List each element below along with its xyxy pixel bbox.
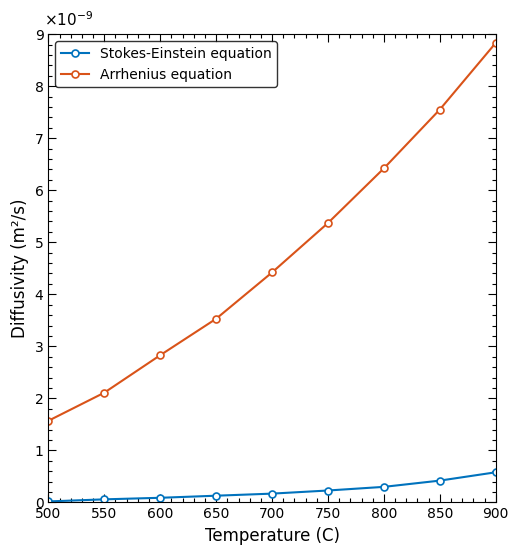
Stokes-Einstein equation bbox=[45, 498, 51, 505]
Arrhenius equation bbox=[437, 106, 443, 113]
Arrhenius equation bbox=[381, 165, 387, 172]
Arrhenius equation bbox=[213, 315, 219, 322]
Stokes-Einstein equation bbox=[101, 496, 108, 503]
Legend: Stokes-Einstein equation, Arrhenius equation: Stokes-Einstein equation, Arrhenius equa… bbox=[55, 41, 277, 87]
Text: $\times10^{-9}$: $\times10^{-9}$ bbox=[44, 11, 93, 29]
Arrhenius equation bbox=[101, 389, 108, 396]
Stokes-Einstein equation bbox=[325, 487, 331, 494]
Line: Arrhenius equation: Arrhenius equation bbox=[45, 39, 499, 424]
Arrhenius equation bbox=[325, 220, 331, 226]
Arrhenius equation bbox=[157, 352, 163, 359]
Line: Stokes-Einstein equation: Stokes-Einstein equation bbox=[45, 469, 499, 505]
Stokes-Einstein equation bbox=[381, 484, 387, 490]
Stokes-Einstein equation bbox=[213, 493, 219, 499]
Y-axis label: Diffusivity (m²/s): Diffusivity (m²/s) bbox=[11, 198, 29, 338]
Arrhenius equation bbox=[45, 418, 51, 424]
Stokes-Einstein equation bbox=[269, 490, 275, 497]
Arrhenius equation bbox=[269, 269, 275, 276]
Stokes-Einstein equation bbox=[157, 494, 163, 501]
X-axis label: Temperature (C): Temperature (C) bbox=[204, 527, 340, 545]
Stokes-Einstein equation bbox=[492, 469, 499, 475]
Stokes-Einstein equation bbox=[437, 477, 443, 484]
Arrhenius equation bbox=[492, 39, 499, 46]
